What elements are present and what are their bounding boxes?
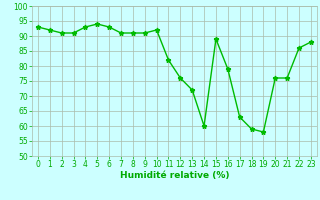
X-axis label: Humidité relative (%): Humidité relative (%) xyxy=(120,171,229,180)
